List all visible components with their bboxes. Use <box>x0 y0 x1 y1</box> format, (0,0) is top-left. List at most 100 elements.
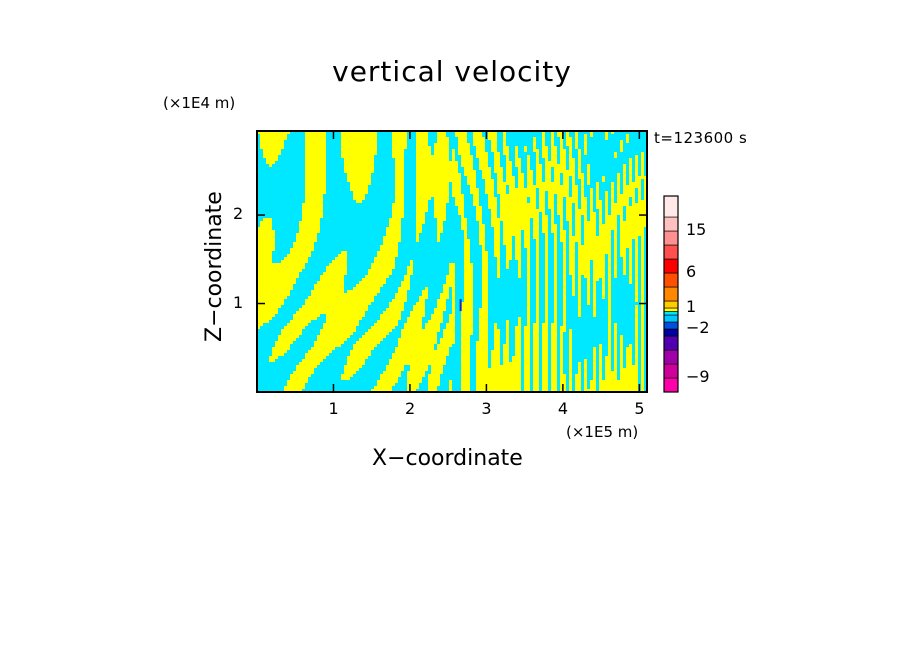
field-cell-run <box>587 365 594 369</box>
field-cell-run <box>416 389 429 392</box>
field-cell-run <box>488 197 498 201</box>
field-cell-run <box>611 356 615 360</box>
field-cell-run <box>548 347 552 351</box>
field-cell-run <box>584 371 588 375</box>
field-cell-run <box>641 161 645 165</box>
field-cell-run <box>257 185 306 189</box>
field-cell-run <box>530 386 534 390</box>
field-cell-run <box>638 257 642 261</box>
field-cell-run <box>428 131 438 135</box>
field-cell-run <box>257 221 261 225</box>
field-cell-run <box>611 206 624 210</box>
field-cell-run <box>257 362 300 366</box>
field-cell-run <box>446 203 456 207</box>
field-cell-run <box>479 338 489 342</box>
field-cell-run <box>257 176 306 180</box>
field-cell-run <box>413 305 426 309</box>
field-cell-run <box>578 176 585 180</box>
field-cell-run <box>494 338 501 342</box>
field-cell-run <box>563 332 570 336</box>
field-cell-run <box>545 281 549 285</box>
field-cell-run <box>545 173 552 177</box>
field-cell-run <box>530 302 537 306</box>
field-cell-run <box>314 248 381 252</box>
field-cell-run <box>449 185 453 189</box>
field-cell-run <box>623 356 627 360</box>
field-cell-run <box>527 272 531 276</box>
field-cell-run <box>548 362 552 366</box>
field-cell-run <box>512 161 516 165</box>
field-cell-run <box>515 257 522 261</box>
field-cell-run <box>581 380 585 384</box>
field-cell-run <box>557 296 564 300</box>
field-cell-run <box>602 284 606 288</box>
field-cell-run <box>620 149 624 153</box>
field-cell-run <box>563 224 570 228</box>
field-cell-run <box>320 224 390 228</box>
field-cell-run <box>626 215 647 219</box>
field-cell-run <box>290 251 312 255</box>
field-cell-run <box>329 353 351 357</box>
field-cell-run <box>413 308 426 312</box>
field-cell-run <box>509 332 516 336</box>
field-cell-run <box>395 197 405 201</box>
field-cell-run <box>566 317 609 321</box>
field-cell-run <box>416 179 462 183</box>
field-cell-run <box>296 338 318 342</box>
field-cell-run <box>545 263 549 267</box>
field-cell-run <box>632 260 636 264</box>
field-cell-run <box>542 179 546 183</box>
field-cell-run <box>410 287 426 291</box>
field-cell-run <box>578 299 582 303</box>
field-cell-run <box>638 371 642 375</box>
field-cell-run <box>524 236 531 240</box>
field-cell-run <box>461 344 471 348</box>
field-cell-run <box>305 182 327 186</box>
field-cell-run <box>407 293 423 297</box>
field-cell-run <box>572 215 576 219</box>
field-cell-run <box>635 359 639 363</box>
field-cell-run <box>521 341 525 345</box>
field-cell-run <box>383 236 402 240</box>
field-cell-run <box>554 215 561 219</box>
field-cell-run <box>599 362 603 366</box>
field-cell-run <box>500 203 537 207</box>
field-cell-run <box>308 257 336 261</box>
field-cell-run <box>530 311 537 315</box>
field-cell-run <box>611 266 615 270</box>
field-cell-run <box>587 209 591 213</box>
field-cell-run <box>512 164 516 168</box>
field-cell-run <box>410 368 429 372</box>
field-cell-run <box>380 314 402 318</box>
field-cell-run <box>416 218 426 222</box>
field-cell-run <box>305 191 327 195</box>
field-cell-run <box>533 176 537 180</box>
field-cell-run <box>437 347 450 351</box>
field-cell-run <box>593 353 597 357</box>
field-cell-run <box>320 275 345 279</box>
field-cell-run <box>326 182 351 186</box>
field-cell-run <box>644 320 647 324</box>
field-cell-run <box>578 290 582 294</box>
field-cell-run <box>638 377 642 381</box>
field-cell-run <box>488 263 498 267</box>
field-cell-run <box>320 221 390 225</box>
field-cell-run <box>563 251 567 255</box>
field-cell-run <box>509 341 516 345</box>
field-cell-run <box>542 143 546 147</box>
field-cell-run <box>587 362 594 366</box>
field-cell-run <box>515 347 522 351</box>
field-cell-run <box>560 329 567 333</box>
field-cell-run <box>518 266 522 270</box>
field-cell-run <box>557 311 564 315</box>
field-cell-run <box>407 143 417 147</box>
field-cell-run <box>626 182 630 186</box>
field-cell-run <box>557 251 564 255</box>
field-cell-run <box>644 368 647 372</box>
field-cell-run <box>347 356 369 360</box>
field-cell-run <box>296 239 318 243</box>
field-cell-run <box>539 200 546 204</box>
field-cell-run <box>605 365 612 369</box>
field-cell-run <box>635 344 639 348</box>
field-cell-run <box>539 251 546 255</box>
